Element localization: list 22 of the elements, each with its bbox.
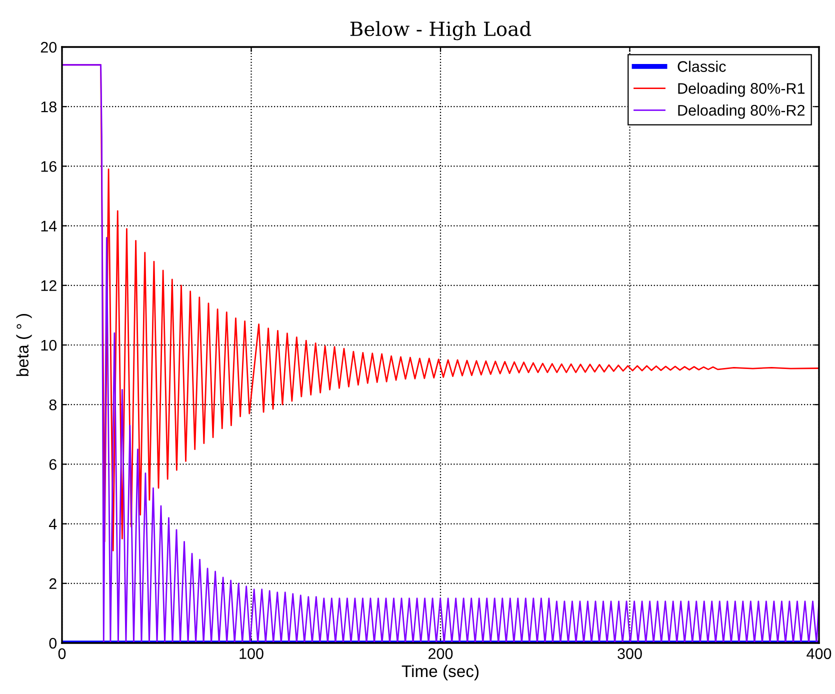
y-tick-label: 0 [49, 638, 57, 649]
y-tick-label: 8 [49, 399, 56, 410]
y-tick-label: 16 [41, 161, 56, 172]
x-axis-title: Time (sec) [402, 664, 479, 680]
x-tick-label: 200 [428, 648, 453, 660]
y-tick-label: 6 [49, 459, 56, 470]
y-axis-title: beta ( ° ) [16, 314, 32, 376]
y-tick-label: 12 [41, 280, 56, 291]
y-tick-label: 20 [40, 42, 57, 53]
legend-label: Deloading 80%-R2 [678, 104, 804, 119]
x-tick-label: 0 [58, 648, 66, 660]
legend-label: Deloading 80%-R1 [678, 82, 805, 97]
chart-title: Below - High Load [350, 21, 532, 40]
y-tick-label: 18 [41, 101, 56, 112]
y-tick-label: 10 [41, 340, 57, 351]
y-tick-label: 14 [41, 220, 57, 232]
y-tick-label: 4 [48, 518, 57, 530]
x-tick-label: 400 [806, 648, 832, 660]
x-tick-label: 300 [618, 648, 642, 660]
legend-label: Classic [678, 60, 726, 72]
y-tick-label: 2 [49, 578, 56, 589]
x-tick-label: 100 [240, 648, 264, 660]
